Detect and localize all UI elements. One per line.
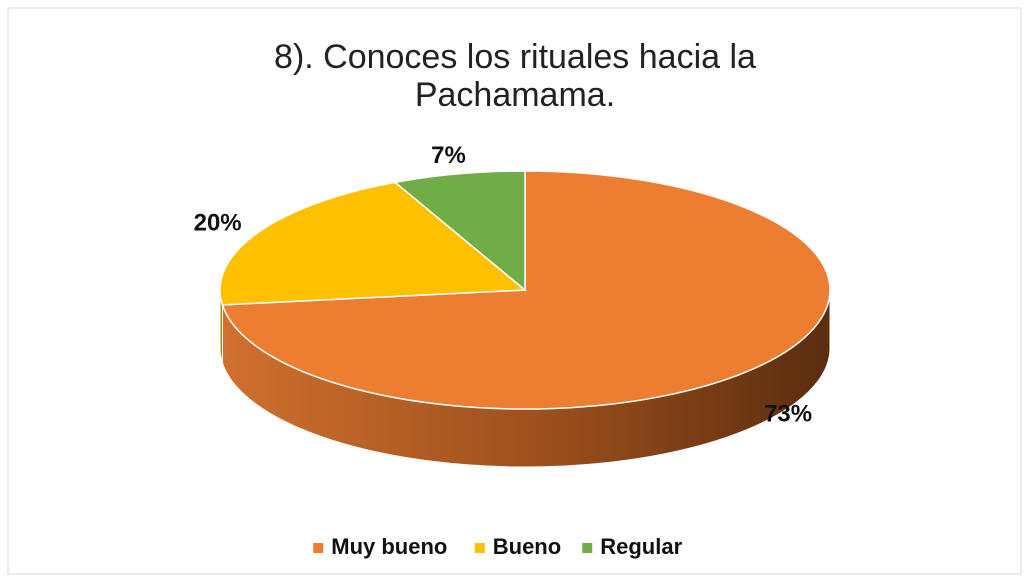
- legend-label: Regular: [600, 534, 682, 559]
- legend-label: Muy bueno: [331, 534, 447, 559]
- data-label: 7%: [431, 142, 466, 169]
- data-label: 73%: [764, 401, 812, 428]
- legend-swatch: [313, 543, 324, 553]
- data-label: 20%: [194, 209, 242, 236]
- legend-swatch: [474, 543, 485, 553]
- legend-label: Bueno: [493, 534, 561, 559]
- pie-slice: [219, 181, 527, 306]
- legend-swatch: [582, 543, 593, 553]
- chart-title: 8). Conoces los rituales hacia la Pacham…: [274, 38, 756, 114]
- pie-slice: [393, 170, 526, 292]
- pie-slice: [221, 170, 831, 410]
